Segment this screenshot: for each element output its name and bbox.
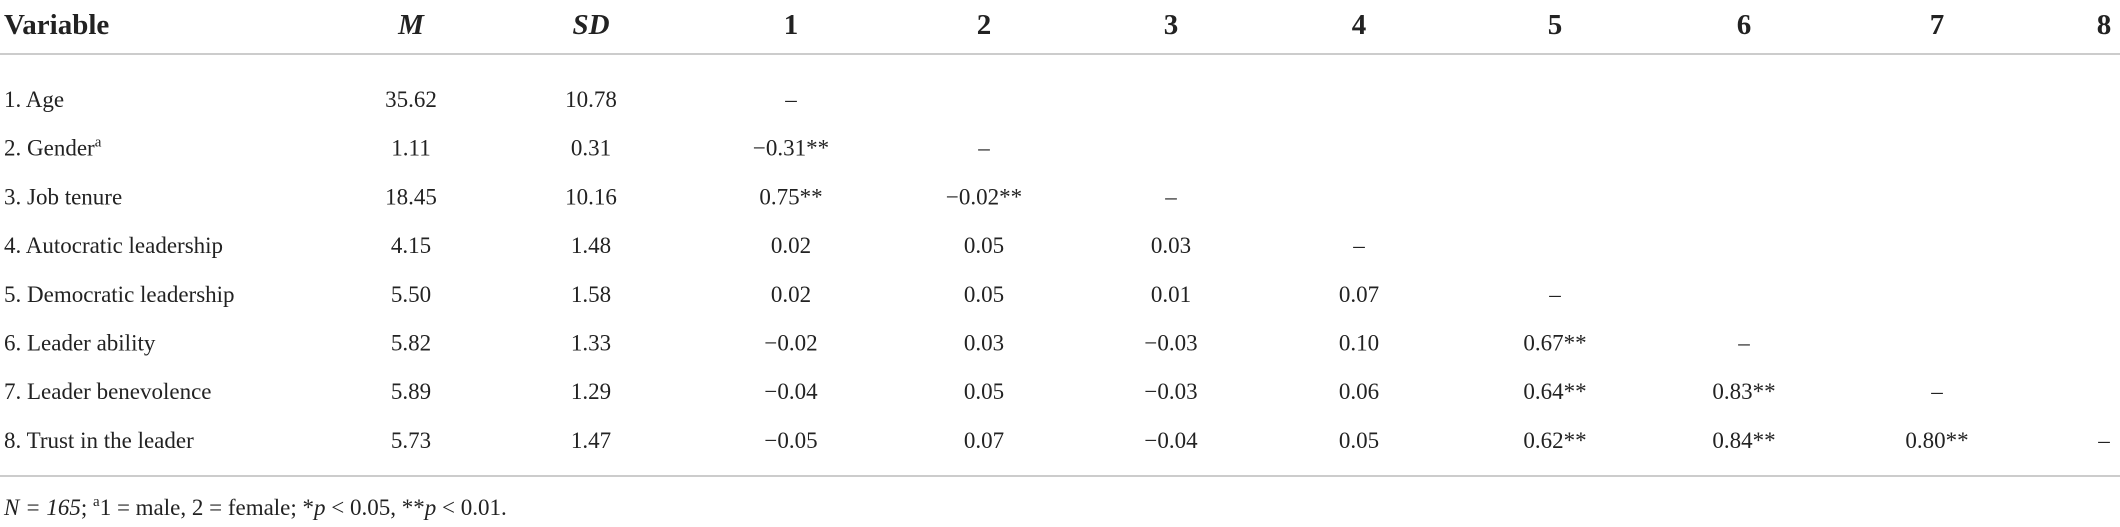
header-cell: 6	[1737, 9, 1752, 41]
footnote-part: p	[312, 495, 326, 520]
header-cell: Variable	[4, 9, 109, 41]
cell: 1.11	[391, 136, 430, 161]
row-label: 2. Gendera	[4, 135, 102, 161]
row-label: 8. Trust in the leader	[4, 428, 194, 453]
cell: 0.07	[1339, 282, 1379, 307]
cell: 5.89	[391, 379, 431, 404]
row-label: 6. Leader ability	[4, 331, 156, 356]
header-cell: 1	[784, 9, 799, 41]
cell: 0.02	[771, 233, 811, 258]
row-label-text: 7. Leader benevolence	[4, 379, 212, 404]
cell: 35.62	[385, 87, 437, 112]
cell: 0.07	[964, 428, 1004, 453]
cell: −0.04	[764, 379, 818, 404]
cell: –	[1352, 233, 1365, 258]
cell: 1.29	[571, 379, 611, 404]
cell: 1.58	[571, 282, 611, 307]
cell: –	[1548, 282, 1561, 307]
row-label-text: 3. Job tenure	[4, 184, 122, 209]
footnote-part: N = 165	[3, 495, 81, 520]
cell: –	[1930, 379, 1943, 404]
cell: −0.03	[1144, 379, 1197, 404]
footnote-part: p	[423, 495, 437, 520]
footnote-part: < 0.05, **	[326, 495, 425, 520]
cell: 0.05	[1339, 428, 1379, 453]
row-label-text: 8. Trust in the leader	[4, 428, 194, 453]
header-cell: 5	[1548, 9, 1563, 41]
cell: −0.02	[764, 331, 817, 356]
cell: –	[784, 87, 797, 112]
footnote-part: 1 = male, 2 = female; *	[100, 495, 314, 520]
cell: −0.03	[1144, 331, 1197, 356]
cell: 5.82	[391, 331, 431, 356]
cell: 5.50	[391, 282, 431, 307]
cell: 10.16	[565, 184, 617, 209]
header-cell: 3	[1164, 9, 1179, 41]
header-cell: M	[397, 9, 425, 41]
cell: 0.05	[964, 379, 1004, 404]
header-cell: 4	[1352, 9, 1367, 41]
row-label-text: 5. Democratic leadership	[4, 282, 235, 307]
row-label: 3. Job tenure	[4, 184, 122, 209]
cell: −0.02**	[946, 184, 1022, 209]
row-label: 1. Age	[4, 87, 64, 112]
footnote-part: ;	[81, 495, 93, 520]
cell: –	[1164, 184, 1177, 209]
cell: 1.33	[571, 331, 611, 356]
header-cell: 8	[2097, 9, 2112, 41]
cell: 1.48	[571, 233, 611, 258]
row-label-text: 2. Gender	[4, 136, 95, 161]
cell: 4.15	[391, 233, 431, 258]
footnote: N = 165; a1 = male, 2 = female; *p < 0.0…	[3, 494, 507, 520]
header-cell: SD	[572, 9, 609, 41]
cell: 1.47	[571, 428, 611, 453]
cell: 0.03	[1151, 233, 1191, 258]
cell: 18.45	[385, 184, 437, 209]
header-cell: 2	[977, 9, 992, 41]
footnote-part: a	[93, 494, 100, 510]
row-label-text: 4. Autocratic leadership	[4, 233, 223, 258]
cell: 0.31	[571, 136, 611, 161]
footnote-part: < 0.01.	[436, 495, 506, 520]
row-label-text: 6. Leader ability	[4, 331, 156, 356]
row-label: 7. Leader benevolence	[4, 379, 212, 404]
superscript: a	[95, 135, 102, 151]
cell: 0.84**	[1712, 428, 1775, 453]
cell: 0.05	[964, 282, 1004, 307]
cell: –	[2097, 428, 2110, 453]
row-label-text: 1. Age	[4, 87, 64, 112]
cell: −0.04	[1144, 428, 1198, 453]
cell: 0.01	[1151, 282, 1191, 307]
cell: –	[977, 136, 990, 161]
cell: 0.80**	[1905, 428, 1968, 453]
cell: 10.78	[565, 87, 617, 112]
cell: 0.62**	[1523, 428, 1586, 453]
cell: 0.83**	[1712, 379, 1775, 404]
header-cell: 7	[1930, 9, 1945, 41]
cell: 0.10	[1339, 331, 1379, 356]
cell: −0.05	[764, 428, 817, 453]
cell: 0.05	[964, 233, 1004, 258]
row-label: 5. Democratic leadership	[4, 282, 235, 307]
cell: 0.02	[771, 282, 811, 307]
cell: 0.75**	[759, 184, 822, 209]
cell: 0.06	[1339, 379, 1379, 404]
cell: 0.03	[964, 331, 1004, 356]
cell: −0.31**	[753, 136, 829, 161]
cell: 5.73	[391, 428, 431, 453]
cell: –	[1737, 331, 1750, 356]
cell: 0.67**	[1523, 331, 1586, 356]
row-label: 4. Autocratic leadership	[4, 233, 223, 258]
cell: 0.64**	[1523, 379, 1586, 404]
